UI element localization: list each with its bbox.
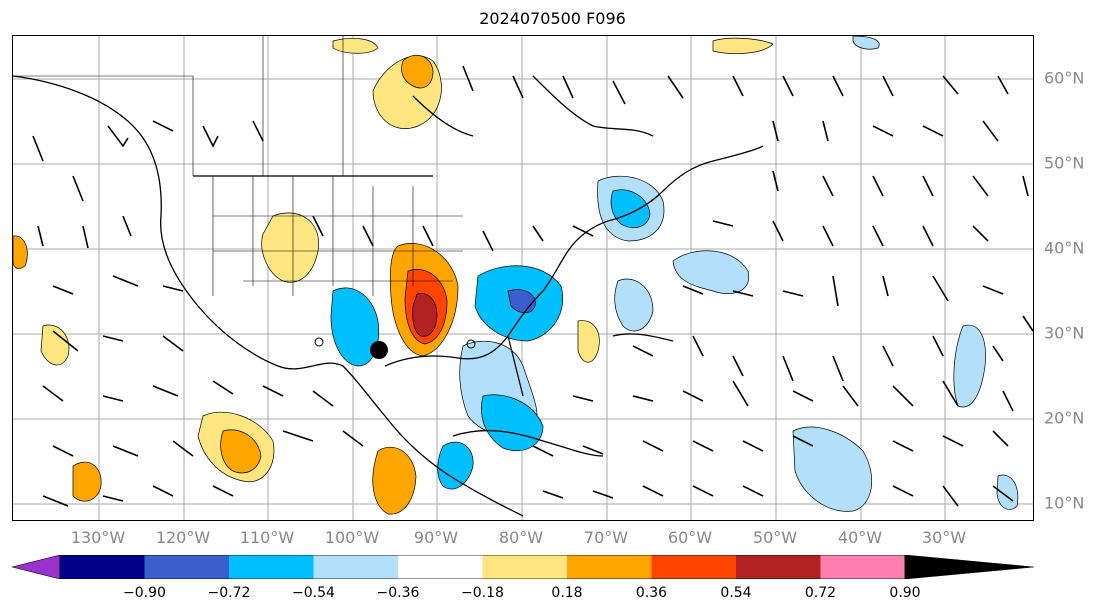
lon-label: 100°W (324, 528, 380, 547)
lon-label: 130°W (70, 528, 126, 547)
colorbar-segment (567, 555, 652, 579)
station-marker (466, 339, 476, 349)
colorbar-tick-label: −0.54 (292, 585, 335, 601)
colorbar-tick-label: −0.90 (123, 585, 166, 601)
colorbar-tick-label: 0.54 (720, 585, 752, 601)
lat-label: 60°N (1044, 68, 1085, 88)
colorbar-tick-label: 0.36 (635, 585, 668, 601)
lon-label: 90°W (413, 528, 459, 547)
lon-label: 60°W (667, 528, 713, 547)
state-borders (13, 36, 463, 296)
colorbar-segment (229, 555, 314, 579)
station-marker (370, 341, 388, 359)
colorbar-tick-label: 0.18 (551, 585, 583, 601)
lat-label: 40°N (1044, 238, 1085, 258)
colorbar-segment (313, 555, 398, 579)
colorbar-segment (736, 555, 821, 579)
colorbar-tick-label: −0.18 (461, 585, 504, 601)
lat-label: 50°N (1044, 153, 1085, 173)
lat-label: 20°N (1044, 408, 1085, 428)
colorbar-segment (398, 555, 483, 579)
colorbar-tick-label: −0.72 (207, 585, 251, 601)
station-marker (314, 337, 324, 347)
colorbar-extend-low (12, 555, 61, 579)
colorbar-segment (144, 555, 229, 579)
positive-anomaly-areas (13, 37, 774, 515)
colorbar-segment (482, 555, 567, 579)
lon-label: 80°W (498, 528, 544, 547)
colorbar-tick-label: 0.90 (889, 585, 921, 601)
lon-label: 70°W (583, 528, 629, 547)
lon-label: 40°W (837, 528, 883, 547)
colorbar-segment (820, 555, 905, 579)
lon-label: 120°W (155, 528, 211, 547)
colorbar-segment (60, 555, 145, 579)
colorbar (12, 555, 1034, 579)
wind-barbs (32, 65, 1033, 507)
negative-anomaly-areas (330, 36, 1019, 512)
colorbar-extend-high (904, 555, 1034, 579)
lat-label: 30°N (1044, 323, 1085, 343)
map-title: 2024070500 F096 (479, 9, 626, 28)
lon-label: 110°W (239, 528, 295, 547)
colorbar-tick-label: −0.36 (376, 585, 420, 601)
colorbar-tick-label: 0.72 (804, 585, 837, 601)
lon-label: 50°W (752, 528, 798, 547)
map-panel (12, 35, 1034, 521)
lon-label: 30°W (921, 528, 967, 547)
colorbar-segment (651, 555, 736, 579)
lat-label: 10°N (1044, 493, 1085, 513)
map-canvas (13, 36, 1033, 520)
coastlines (13, 75, 764, 517)
